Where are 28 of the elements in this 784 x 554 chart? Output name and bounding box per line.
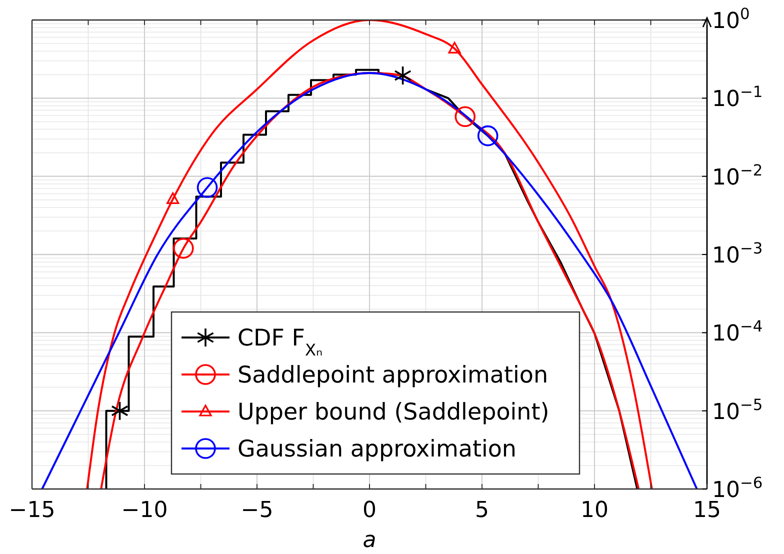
x-tick-label: −15	[8, 498, 56, 523]
y-tick-label: 10$^{0}$	[712, 5, 750, 34]
legend-label: Saddlepoint approximation	[238, 362, 548, 388]
x-tick-label: −5	[240, 498, 274, 523]
x-tick-label: 15	[693, 498, 721, 523]
line-series	[86, 20, 653, 489]
y-tick-label: 10$^{−2}$	[712, 161, 763, 190]
point	[394, 66, 412, 86]
x-tick-label: 10	[580, 498, 608, 523]
y-tick-label: 10$^{−5}$	[712, 396, 763, 425]
y-tick-label: 10$^{−3}$	[712, 240, 763, 268]
x-tick-label: −10	[121, 498, 168, 523]
point	[196, 177, 218, 198]
y-tick-label: 10$^{−4}$	[712, 318, 763, 347]
legend-label: Gaussian approximation	[238, 436, 516, 462]
point	[454, 106, 476, 128]
legend-label: Upper bound (Saddlepoint)	[238, 400, 550, 426]
point	[111, 400, 128, 421]
x-tick-label: 0	[362, 498, 376, 523]
line-series	[41, 72, 698, 489]
legend-label: CDF F$_{Xₙ}$	[238, 326, 322, 359]
x-tick-label: 5	[475, 498, 489, 523]
y-tick-label: 10$^{−1}$	[712, 83, 763, 112]
x-axis-title: a	[362, 528, 376, 553]
point	[166, 192, 180, 204]
point	[448, 42, 461, 54]
point	[173, 238, 194, 259]
point	[477, 125, 498, 146]
